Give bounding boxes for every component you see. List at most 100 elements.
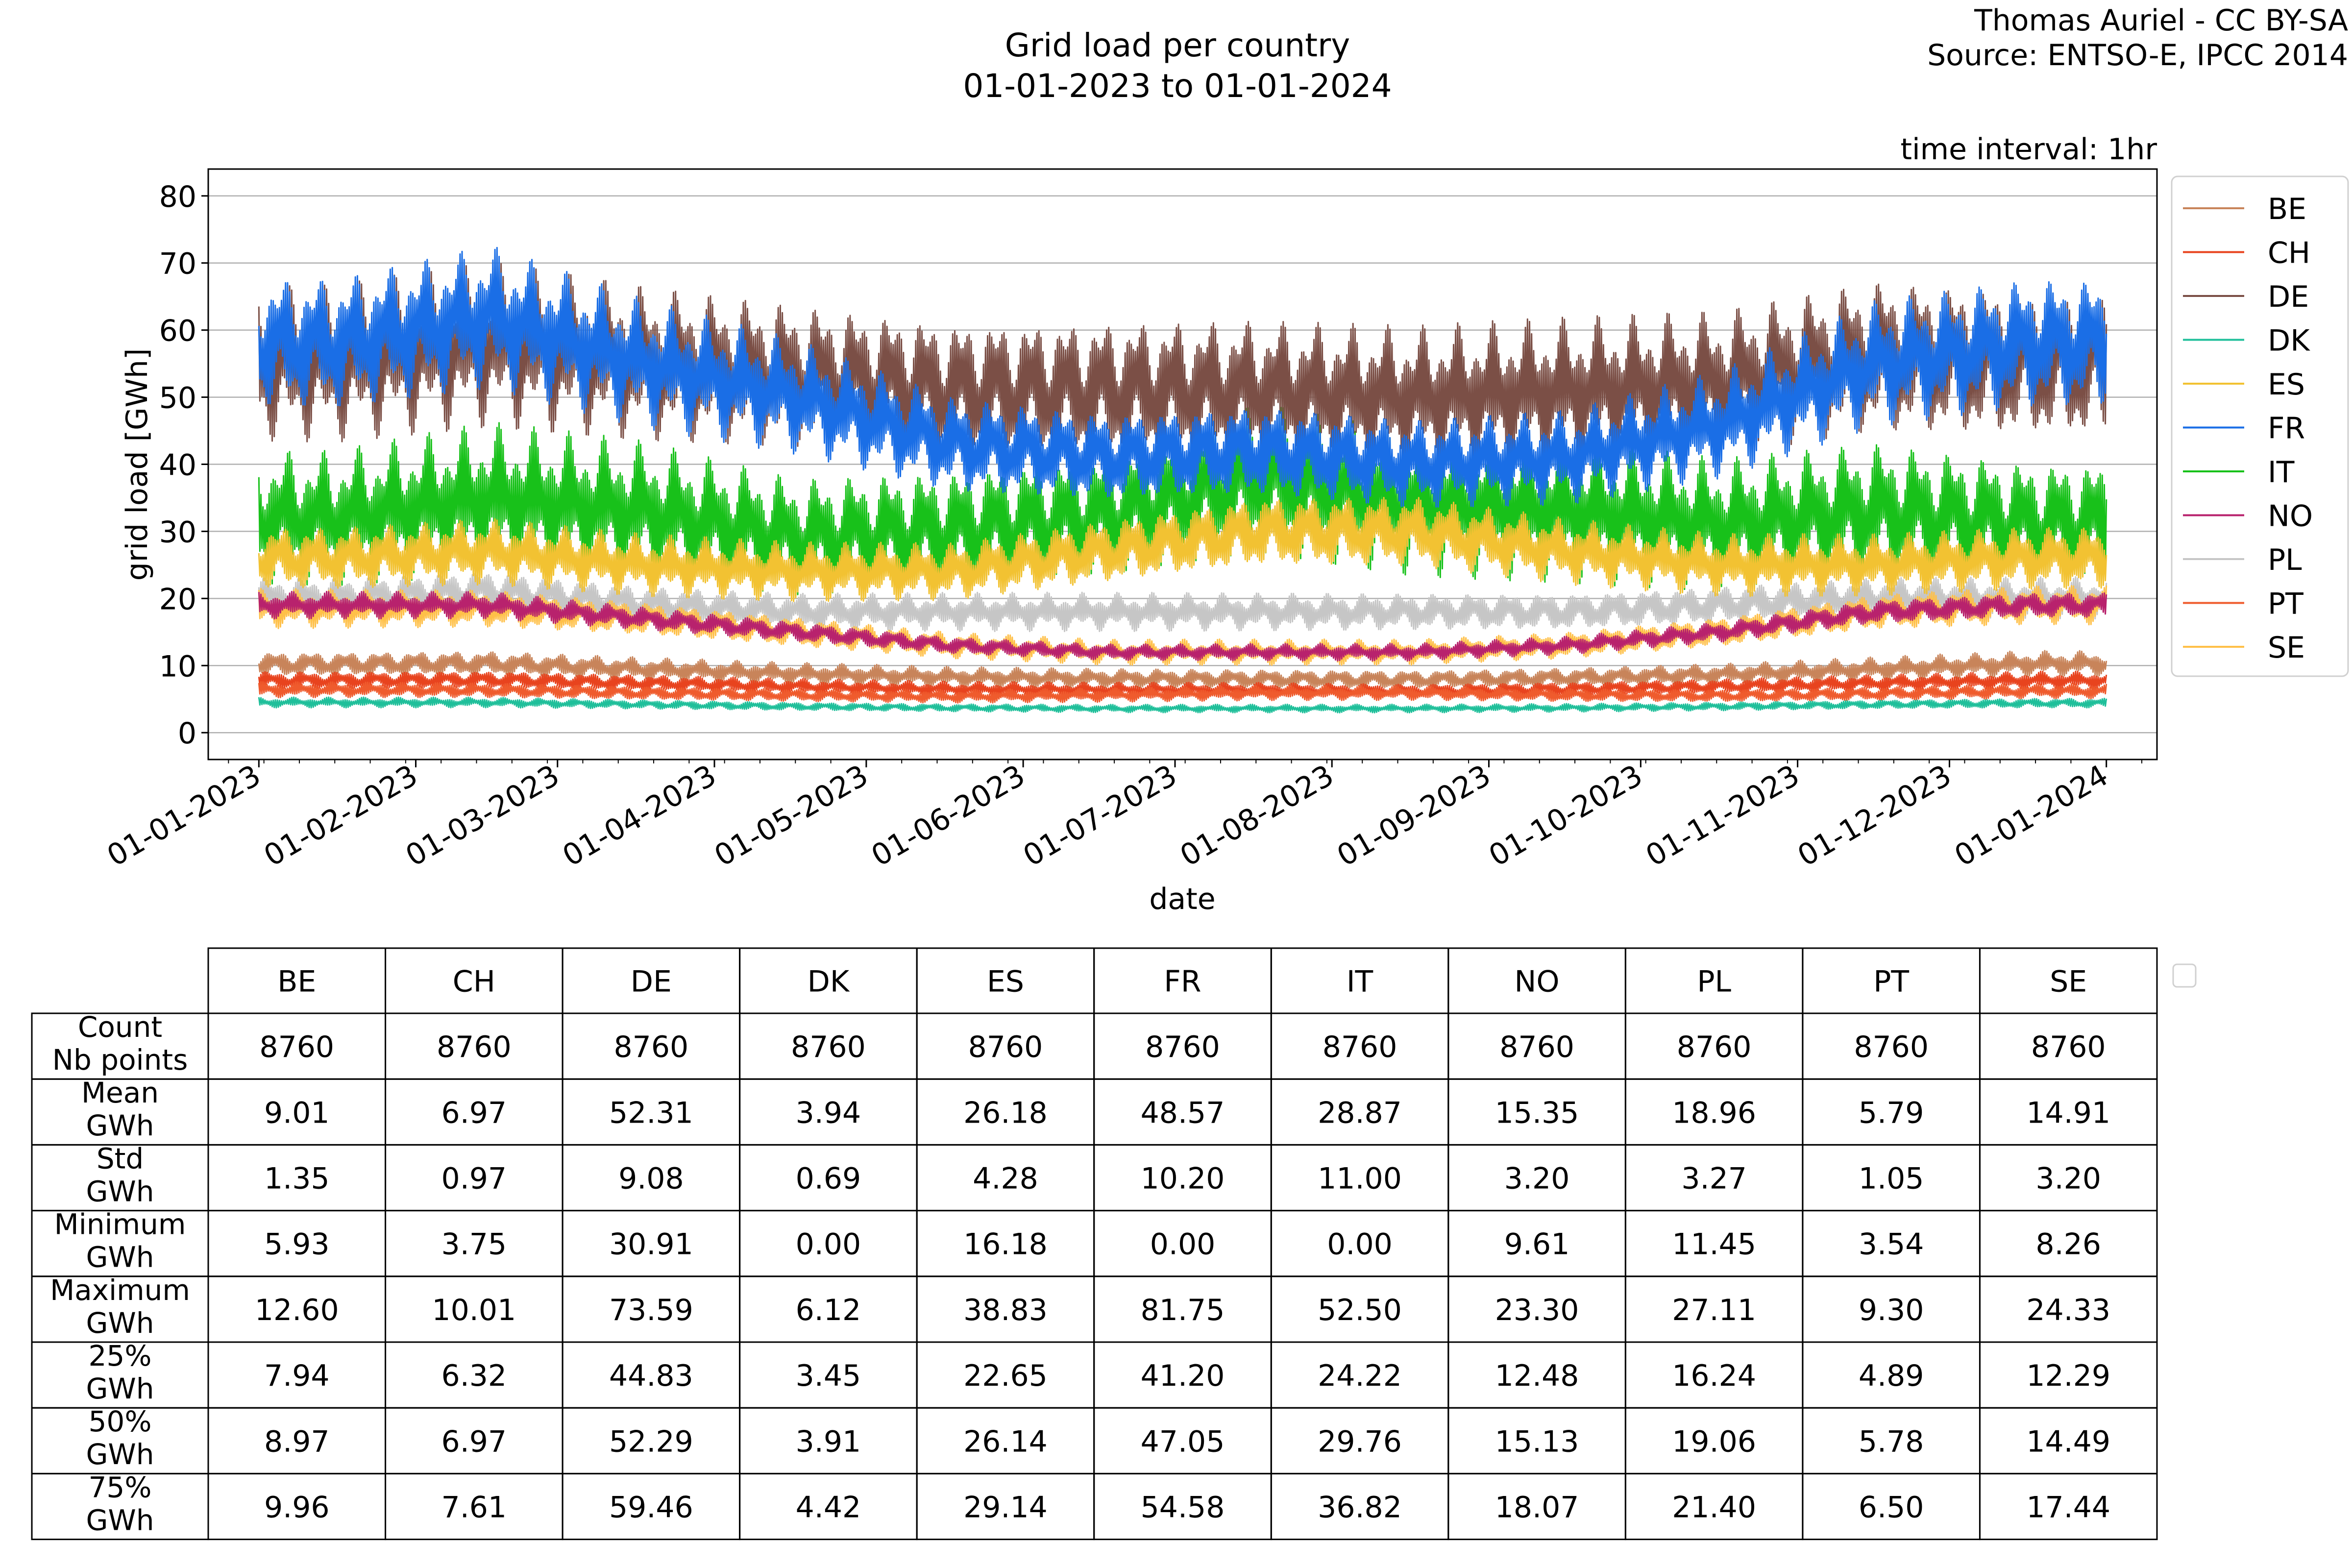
table-row-unit: GWh — [86, 1175, 154, 1208]
table-cell-value: 6.97 — [441, 1424, 507, 1459]
table-cell-value: 52.50 — [1318, 1293, 1402, 1327]
table-column-header: SE — [2050, 965, 2087, 999]
table-cell-value: 10.20 — [1141, 1162, 1225, 1196]
table-cell-value: 0.00 — [1327, 1227, 1393, 1262]
table-cell-value: 8.26 — [2035, 1227, 2101, 1262]
table-cell-value: 12.60 — [255, 1293, 339, 1327]
table-cell-value: 7.94 — [264, 1359, 330, 1393]
table-cell-value: 29.14 — [963, 1491, 1048, 1525]
table-cell-value: 44.83 — [609, 1359, 693, 1393]
table-column-header: ES — [987, 965, 1024, 999]
table-cell-value: 3.20 — [2035, 1162, 2101, 1196]
legend-label-pl: PL — [2268, 543, 2302, 577]
table-cell-value: 52.31 — [609, 1096, 693, 1130]
table-cell-value: 9.96 — [264, 1491, 330, 1525]
table-cell-value: 23.30 — [1495, 1293, 1579, 1327]
table-row-label: Maximum — [50, 1274, 190, 1307]
legend: BE CH DE DK ES FR IT NO PL PT SE — [2171, 175, 2349, 677]
x-tick-label: 01-01-2023 — [101, 758, 267, 873]
table-cell-value: 18.96 — [1672, 1096, 1756, 1130]
table-cell-value: 6.97 — [441, 1096, 507, 1130]
table-row-unit: GWh — [86, 1241, 154, 1274]
table-row-label: Std — [97, 1142, 144, 1175]
table-cell-value: 36.82 — [1318, 1491, 1402, 1525]
table-column-header: PL — [1697, 965, 1731, 999]
x-tick-label: 01-10-2023 — [1483, 758, 1648, 873]
legend-box — [2171, 175, 2349, 677]
table-cell-value: 47.05 — [1141, 1424, 1225, 1459]
table-legend-box — [2172, 963, 2197, 988]
table-cell-value: 8760 — [968, 1030, 1043, 1064]
table-cell-value: 5.79 — [1859, 1096, 1924, 1130]
table-cell-value: 1.35 — [264, 1162, 330, 1196]
x-tick-label: 01-12-2023 — [1792, 758, 1957, 873]
table-cell-value: 59.46 — [609, 1491, 693, 1525]
credit-line1: Thomas Auriel - CC BY-SA — [1974, 3, 2348, 38]
legend-label-se: SE — [2268, 631, 2305, 665]
table-cell-value: 9.01 — [264, 1096, 330, 1130]
legend-label-dk: DK — [2268, 324, 2310, 358]
legend-label-pt: PT — [2268, 587, 2303, 621]
table-cell-value: 8.97 — [264, 1424, 330, 1459]
table-cell-value: 4.89 — [1859, 1359, 1924, 1393]
table-cell-value: 3.20 — [1504, 1162, 1570, 1196]
table-cell-value: 8760 — [614, 1030, 689, 1064]
table-cell-value: 38.83 — [963, 1293, 1048, 1327]
table-cell-value: 81.75 — [1141, 1293, 1225, 1327]
y-tick-label: 30 — [159, 515, 196, 549]
table-column-header: IT — [1347, 965, 1373, 999]
series-line-pt — [258, 681, 2107, 704]
legend-label-ch: CH — [2268, 236, 2310, 270]
table-row-unit: GWh — [86, 1503, 154, 1537]
table-cell-value: 1.05 — [1859, 1162, 1924, 1196]
series-line-pl — [258, 573, 2107, 633]
table-cell-value: 41.20 — [1141, 1359, 1225, 1393]
chart-title-line2: 01-01-2023 to 01-01-2024 — [963, 67, 1392, 105]
table-cell-value: 4.28 — [973, 1162, 1038, 1196]
y-tick-label: 80 — [159, 180, 196, 214]
table-cell-value: 5.93 — [264, 1227, 330, 1262]
x-axis-label: date — [1149, 882, 1215, 916]
x-tick-label: 01-01-2024 — [1949, 758, 2114, 873]
table-cell-value: 12.48 — [1495, 1359, 1579, 1393]
table-row-unit: GWh — [86, 1438, 154, 1471]
x-tick-label: 01-09-2023 — [1331, 758, 1496, 873]
y-tick-label: 0 — [178, 716, 196, 751]
table-cell-value: 8760 — [437, 1030, 512, 1064]
table-cell-value: 3.27 — [1681, 1162, 1747, 1196]
table-cell-value: 52.29 — [609, 1424, 693, 1459]
table-row-label: 75% — [89, 1470, 152, 1504]
table-cell-value: 9.61 — [1504, 1227, 1570, 1262]
series-line-ch — [258, 670, 2107, 698]
table-cell-value: 6.32 — [441, 1359, 507, 1393]
table-row-label: Count — [78, 1010, 162, 1044]
table-cell-value: 11.00 — [1318, 1162, 1402, 1196]
y-tick-label: 50 — [159, 381, 196, 416]
x-tick-label: 01-11-2023 — [1640, 758, 1805, 873]
y-axis-label: grid load [GWh] — [120, 348, 154, 581]
table-cell-value: 14.91 — [2026, 1096, 2110, 1130]
table-column-header: NO — [1515, 965, 1560, 999]
table-cell-value: 8760 — [1854, 1030, 1929, 1064]
table-cell-value: 0.00 — [1150, 1227, 1216, 1262]
table-row-unit: Nb points — [52, 1043, 188, 1077]
y-tick-label: 60 — [159, 314, 196, 348]
table-cell-value: 5.78 — [1859, 1424, 1924, 1459]
time-interval-note: time interval: 1hr — [1900, 132, 2157, 167]
table-row-label: Minimum — [54, 1208, 186, 1241]
table-cell-value: 3.94 — [796, 1096, 861, 1130]
series-layer — [258, 246, 2107, 713]
table-cell-value: 14.49 — [2026, 1424, 2110, 1459]
x-tick-label: 01-07-2023 — [1018, 758, 1183, 873]
table-cell-value: 3.75 — [441, 1227, 507, 1262]
table-cell-value: 4.42 — [796, 1491, 861, 1525]
table-cell-value: 22.65 — [963, 1359, 1048, 1393]
table-cell-value: 6.12 — [796, 1293, 861, 1327]
y-tick-label: 10 — [159, 649, 196, 684]
series-line-es — [258, 497, 2107, 602]
y-tick-label: 40 — [159, 448, 196, 483]
table-cell-value: 3.45 — [796, 1359, 861, 1393]
table-cell-value: 8760 — [1145, 1030, 1220, 1064]
table-row-unit: GWh — [86, 1306, 154, 1340]
